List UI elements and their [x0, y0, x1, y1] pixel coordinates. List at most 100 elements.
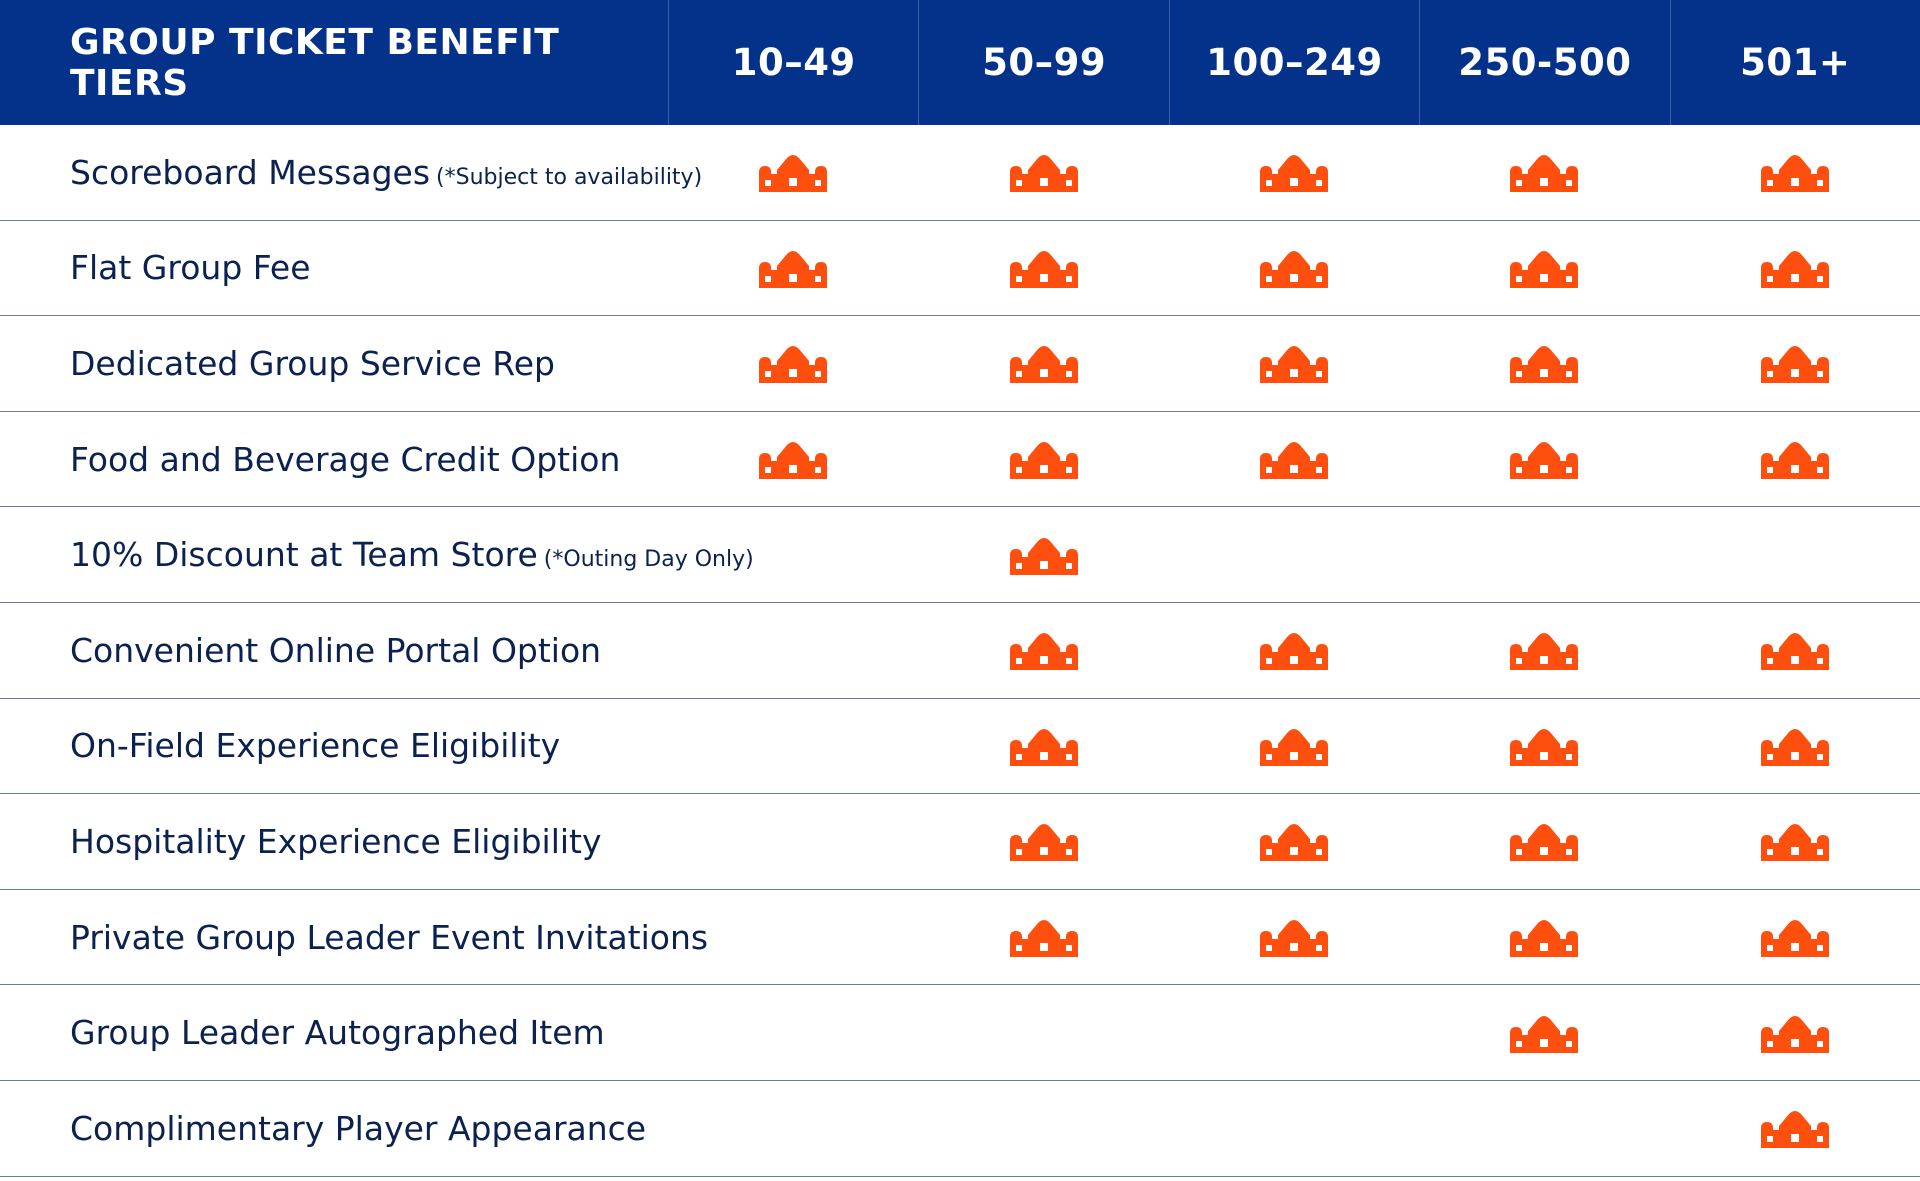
crown-icon — [1508, 917, 1580, 958]
benefit-label: Hospitality Experience Eligibility — [0, 822, 668, 861]
tier-cell-2 — [918, 125, 1168, 220]
tier-header-1: 10–49 — [668, 0, 918, 125]
crown-icon — [1258, 439, 1330, 480]
tier-cell-3 — [1169, 794, 1419, 889]
crown-icon — [1008, 630, 1080, 671]
tier-cell-2 — [918, 412, 1168, 507]
tier-cell-4 — [1419, 985, 1669, 1080]
benefit-name: Group Leader Autographed Item — [70, 1013, 605, 1053]
tier-cell-3 — [1169, 890, 1419, 985]
crown-icon — [757, 152, 829, 193]
benefit-name: Scoreboard Messages — [70, 152, 431, 192]
tier-cell-5 — [1670, 507, 1920, 602]
table-header: GROUP TICKET BENEFIT TIERS 10–49 50–99 1… — [0, 0, 1920, 125]
crown-icon — [1759, 726, 1831, 766]
tier-cell-2 — [918, 507, 1168, 602]
benefit-label: Private Group Leader Event Invitations — [0, 918, 708, 957]
tier-cell-5 — [1670, 316, 1920, 411]
tier-cell-3 — [1169, 603, 1419, 698]
benefit-name: Dedicated Group Service Rep — [70, 343, 555, 383]
table-title: GROUP TICKET BENEFIT TIERS — [70, 21, 560, 104]
crown-icon — [1258, 630, 1330, 671]
table-row: Food and Beverage Credit Option — [0, 412, 1920, 508]
crown-icon — [1008, 917, 1080, 958]
tier-cell-4 — [1419, 221, 1669, 316]
tier-cell-2 — [918, 794, 1168, 889]
crown-icon — [1508, 343, 1580, 384]
crown-icon — [1008, 439, 1080, 480]
crown-icon — [1008, 821, 1080, 862]
crown-icon — [1258, 343, 1330, 384]
table-row: Private Group Leader Event Invitations — [0, 890, 1920, 986]
crown-icon — [1759, 152, 1831, 193]
table-row: 10% Discount at Team Store (*Outing Day O… — [0, 507, 1920, 603]
crown-icon — [1759, 821, 1831, 862]
tier-cell-2 — [918, 1081, 1168, 1176]
benefit-label: Group Leader Autographed Item — [0, 1013, 668, 1052]
crown-icon — [1008, 535, 1080, 575]
tier-cell-5 — [1670, 125, 1920, 220]
tier-cell-3 — [1169, 507, 1419, 602]
table-row: Convenient Online Portal Option — [0, 603, 1920, 699]
tier-cell-1 — [668, 890, 918, 985]
tier-cell-5 — [1670, 221, 1920, 316]
table-row: Hospitality Experience Eligibility — [0, 794, 1920, 890]
tier-cell-1 — [668, 699, 918, 794]
crown-icon — [1258, 821, 1330, 862]
crown-icon — [1759, 1013, 1831, 1053]
tier-cell-5 — [1670, 890, 1920, 985]
crown-icon — [1759, 1108, 1831, 1149]
tier-cell-4 — [1419, 1081, 1669, 1176]
tier-cell-2 — [918, 699, 1168, 794]
crown-icon — [1258, 152, 1330, 193]
benefit-name: Food and Beverage Credit Option — [70, 439, 621, 479]
benefit-name: Flat Group Fee — [70, 248, 311, 288]
tier-cell-5 — [1670, 985, 1920, 1080]
tier-cell-5 — [1670, 1081, 1920, 1176]
tier-cell-1 — [668, 221, 918, 316]
crown-icon — [1508, 1013, 1580, 1053]
tier-cell-1 — [668, 412, 918, 507]
crown-icon — [1008, 726, 1080, 766]
tier-header-3: 100–249 — [1168, 0, 1419, 125]
table-row: Dedicated Group Service Rep — [0, 316, 1920, 412]
crown-icon — [1759, 248, 1831, 288]
benefit-label: Flat Group Fee — [0, 248, 668, 287]
tier-cell-4 — [1419, 794, 1669, 889]
table-row: Group Leader Autographed Item — [0, 985, 1920, 1081]
benefit-name: Convenient Online Portal Option — [70, 630, 602, 670]
benefit-label: Scoreboard Messages (*Subject to availabi… — [0, 152, 702, 192]
crown-icon — [757, 248, 829, 288]
benefit-note: (*Outing Day Only) — [543, 547, 754, 573]
crown-icon — [1008, 343, 1080, 384]
crown-icon — [1508, 821, 1580, 862]
tier-cell-3 — [1169, 412, 1419, 507]
crown-icon — [757, 439, 829, 480]
benefit-name: Private Group Leader Event Invitations — [70, 917, 709, 957]
crown-icon — [757, 343, 829, 384]
tier-cell-5 — [1670, 699, 1920, 794]
tier-cell-4 — [1419, 125, 1669, 220]
tier-cell-3 — [1169, 221, 1419, 316]
benefit-note: (*Subject to availability) — [436, 164, 703, 190]
crown-icon — [1008, 152, 1080, 193]
crown-icon — [1508, 152, 1580, 193]
crown-icon — [1508, 630, 1580, 671]
tier-header-4: 250-500 — [1419, 0, 1669, 125]
tier-cell-2 — [918, 316, 1168, 411]
benefit-label: Complimentary Player Appearance — [0, 1109, 668, 1148]
table-row: Flat Group Fee — [0, 221, 1920, 317]
crown-icon — [1508, 248, 1580, 288]
tier-cell-4 — [1419, 412, 1669, 507]
benefit-label: Dedicated Group Service Rep — [0, 344, 668, 383]
tier-cell-3 — [1169, 316, 1419, 411]
crown-icon — [1759, 917, 1831, 958]
tier-cell-1 — [668, 507, 918, 602]
tier-cell-5 — [1670, 794, 1920, 889]
tier-header-5: 501+ — [1669, 0, 1920, 125]
benefit-name: Hospitality Experience Eligibility — [70, 821, 602, 861]
crown-icon — [1258, 917, 1330, 958]
crown-icon — [1508, 726, 1580, 766]
table-row: Scoreboard Messages (*Subject to availabi… — [0, 125, 1920, 221]
